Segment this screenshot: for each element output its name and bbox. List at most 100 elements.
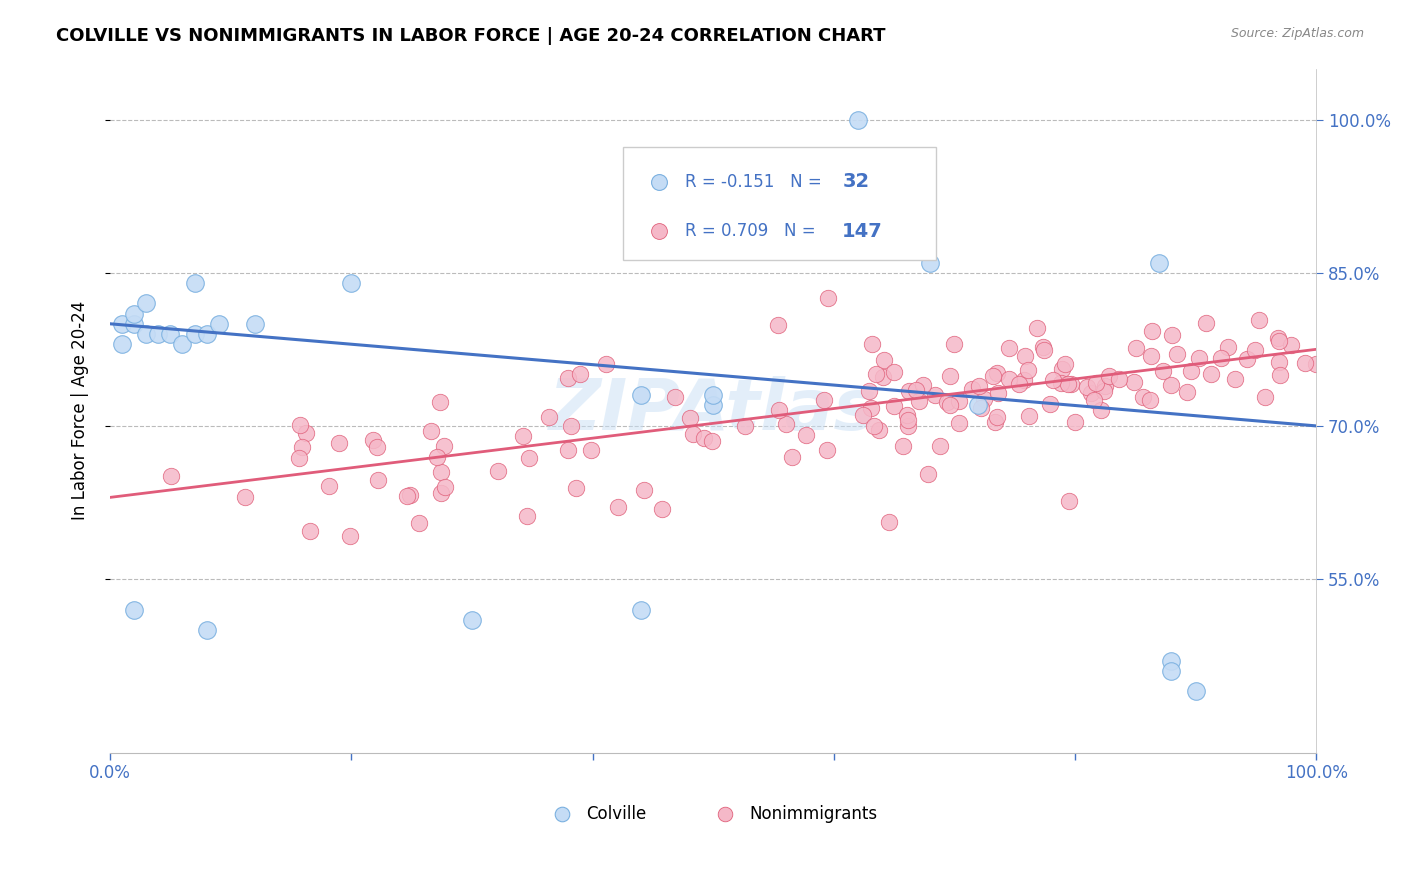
Point [1187,351,1209,365]
Point [1057,377,1080,392]
Point [981,368,1004,383]
Point [1149,255,1171,269]
Point [1132,390,1154,404]
Point [1090,403,1112,417]
Text: Colville: Colville [586,805,647,823]
Point [1018,409,1040,423]
Point [873,352,896,367]
Point [998,341,1021,355]
Point [1060,377,1083,392]
Point [1152,364,1174,378]
Point [1094,378,1116,392]
Point [967,399,990,413]
Point [920,255,942,269]
Point [328,435,350,450]
Point [1142,324,1164,338]
Point [943,337,966,351]
Text: 147: 147 [842,222,883,241]
Point [817,291,839,305]
Point [429,486,451,500]
Point [1008,376,1031,391]
Point [868,423,890,437]
Point [1180,364,1202,378]
Point [1160,378,1182,392]
Point [195,623,218,637]
Point [557,442,579,457]
Point [1184,684,1206,698]
Point [111,337,134,351]
Point [1085,376,1108,390]
FancyBboxPatch shape [623,147,936,260]
Point [1125,341,1147,355]
Point [339,528,361,542]
Point [1092,384,1115,398]
Point [1042,373,1064,387]
Point [630,388,652,402]
Point [1249,313,1271,327]
Point [859,194,882,209]
Point [651,501,673,516]
Point [863,419,886,434]
Point [159,326,181,341]
Point [852,408,875,422]
Point [700,434,723,448]
Point [595,357,617,371]
Point [426,450,449,464]
Point [111,317,134,331]
Point [986,366,1008,380]
Point [911,378,934,392]
Point [560,418,582,433]
Point [318,478,340,492]
Point [1267,331,1289,345]
Point [396,489,419,503]
Point [1199,368,1222,382]
Point [243,317,266,331]
Point [692,431,714,445]
Point [1039,397,1062,411]
Point [782,450,804,464]
Point [648,356,671,370]
Text: 32: 32 [842,172,869,191]
Point [630,603,652,617]
Point [865,367,887,381]
Point [606,500,628,514]
Point [1083,392,1105,407]
Point [1014,349,1036,363]
Point [815,442,838,457]
Point [973,392,995,406]
Point [434,480,457,494]
Point [1123,376,1146,390]
Point [1063,415,1085,429]
Point [938,368,960,383]
Point [512,429,534,443]
Point [734,418,756,433]
Point [702,399,724,413]
Point [633,483,655,497]
Text: R = -0.151   N =: R = -0.151 N = [685,173,827,191]
Point [122,317,145,331]
Text: Source: ZipAtlas.com: Source: ZipAtlas.com [1230,27,1364,40]
Point [905,383,928,397]
Point [860,401,883,416]
Point [537,409,560,424]
Point [664,390,686,404]
Point [907,394,929,409]
Point [860,336,883,351]
Point [1216,340,1239,354]
Point [897,419,920,434]
Point [962,383,984,397]
Point [1080,386,1102,401]
Point [1160,327,1182,342]
Point [1279,338,1302,352]
Point [159,469,181,483]
Point [928,439,950,453]
Point [433,440,456,454]
Point [846,112,869,127]
Point [936,394,959,409]
Point [1160,664,1182,678]
Point [579,442,602,457]
Point [288,417,311,432]
Point [1268,334,1291,348]
Point [794,428,817,442]
Point [967,379,990,393]
